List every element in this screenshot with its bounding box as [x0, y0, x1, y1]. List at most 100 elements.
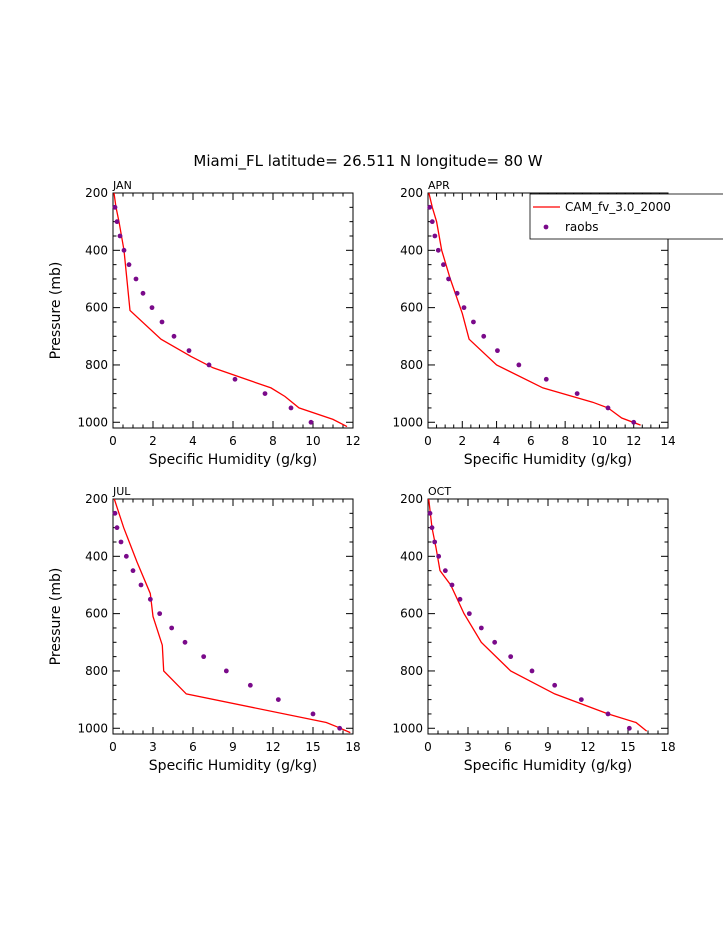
raobs-point [492, 639, 498, 645]
raobs-point [149, 305, 155, 311]
legend-box [529, 193, 723, 240]
x-tick-label: 10 [305, 434, 320, 448]
raobs-point [201, 654, 207, 660]
raobs-point [574, 391, 580, 397]
y-tick-label: 400 [400, 243, 423, 257]
y-tick-label: 200 [400, 492, 423, 506]
y-tick-label: 600 [400, 301, 423, 315]
y-tick-label: 1000 [392, 721, 423, 735]
x-tick-label: 6 [229, 434, 237, 448]
raobs-point [454, 290, 460, 296]
x-tick-label: 3 [464, 740, 472, 754]
raobs-point [147, 596, 153, 602]
x-tick-label: 15 [305, 740, 320, 754]
y-tick-label: 800 [400, 358, 423, 372]
raobs-point [186, 348, 192, 354]
panel-label: APR [428, 179, 450, 192]
y-axis-label: Pressure (mb) [48, 262, 64, 360]
x-tick-label: 18 [660, 740, 675, 754]
x-tick-label: 8 [561, 434, 569, 448]
x-tick-label: 0 [424, 434, 432, 448]
x-tick-label: 6 [189, 740, 197, 754]
x-tick-label: 12 [580, 740, 595, 754]
x-tick-label: 8 [269, 434, 277, 448]
legend-obs-swatch [543, 224, 549, 230]
x-tick-label: 12 [626, 434, 641, 448]
x-tick-label: 9 [229, 740, 237, 754]
raobs-point [114, 219, 120, 225]
y-tick-label: 800 [400, 664, 423, 678]
model-series-line [113, 498, 351, 734]
raobs-point [138, 582, 144, 588]
y-tick-label: 200 [85, 492, 108, 506]
raobs-point [159, 319, 165, 325]
raobs-point [442, 568, 448, 574]
panel-jul: 0 3 6 9 12 15 18 200 400 600 800 1000 JUL Specific Hu… [48, 485, 361, 774]
raobs-point [117, 233, 123, 239]
raobs-point [631, 419, 637, 425]
x-tick-label: 0 [109, 740, 117, 754]
raobs-point [478, 625, 484, 631]
raobs-point [461, 305, 467, 311]
raobs-point [157, 611, 163, 617]
raobs-point [605, 711, 611, 717]
y-axis-label: Pressure (mb) [48, 568, 64, 666]
x-tick-label: 6 [527, 434, 535, 448]
raobs-point [310, 711, 316, 717]
raobs-point [552, 682, 558, 688]
legend-obs-label: raobs [565, 220, 599, 234]
y-tick-label: 400 [400, 549, 423, 563]
panel-label: OCT [428, 485, 451, 498]
y-tick-label: 1000 [392, 415, 423, 429]
raobs-point [481, 333, 487, 339]
panel-label: JAN [112, 179, 132, 192]
raobs-point [232, 376, 238, 382]
raobs-point [130, 568, 136, 574]
y-tick-label: 1000 [77, 721, 108, 735]
x-tick-label: 9 [544, 740, 552, 754]
model-series-line [428, 498, 648, 732]
plot-frame [112, 498, 354, 735]
x-tick-label: 4 [189, 434, 197, 448]
y-tick-label: 400 [85, 549, 108, 563]
y-tick-label: 800 [85, 664, 108, 678]
plot-frame [427, 498, 669, 735]
raobs-point [288, 405, 294, 411]
y-tick-label: 600 [85, 301, 108, 315]
raobs-point [126, 262, 132, 268]
raobs-point [118, 539, 124, 545]
legend-model-label: CAM_fv_3.0_2000 [565, 200, 671, 214]
raobs-point [457, 596, 463, 602]
raobs-point [495, 348, 500, 354]
raobs-point [427, 510, 433, 516]
x-tick-label: 2 [458, 434, 466, 448]
y-tick-label: 200 [400, 186, 423, 200]
raobs-point [436, 553, 442, 559]
x-axis-label: Specific Humidity (g/kg) [464, 758, 632, 774]
x-tick-label: 3 [149, 740, 157, 754]
raobs-point [449, 582, 455, 588]
raobs-point [578, 697, 584, 703]
y-tick-label: 800 [85, 358, 108, 372]
chart-title: Miami_FL latitude= 26.511 N longitude= 8… [193, 152, 542, 171]
raobs-point [206, 362, 212, 368]
raobs-point [169, 625, 175, 631]
raobs-point [529, 668, 535, 674]
x-axis-label: Specific Humidity (g/kg) [149, 452, 317, 468]
y-tick-label: 200 [85, 186, 108, 200]
raobs-point [471, 319, 476, 325]
raobs-point [605, 405, 611, 411]
x-tick-label: 4 [493, 434, 501, 448]
raobs-point [543, 376, 549, 382]
y-tick-label: 400 [85, 243, 108, 257]
raobs-point [275, 697, 281, 703]
y-tick-label: 1000 [77, 415, 108, 429]
x-tick-label: 0 [109, 434, 117, 448]
x-tick-label: 15 [620, 740, 635, 754]
raobs-point [516, 362, 522, 368]
x-tick-label: 14 [660, 434, 675, 448]
raobs-point [466, 611, 472, 617]
